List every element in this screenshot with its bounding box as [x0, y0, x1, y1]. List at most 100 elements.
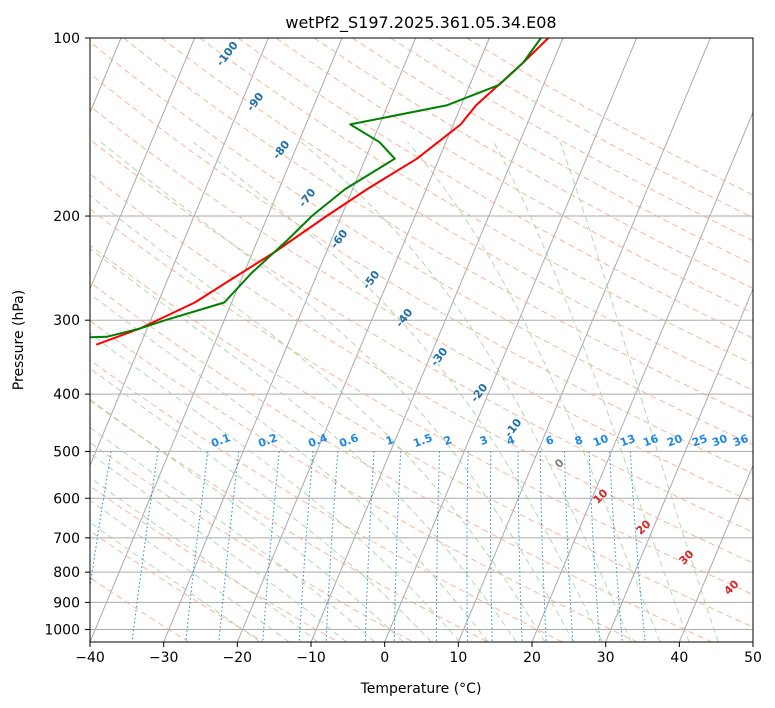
- profile-series: [90, 38, 549, 346]
- temperature-profile-line: [95, 38, 549, 346]
- mixing-ratio-label: 0.6: [337, 431, 360, 450]
- moist-adiabat-line: [90, 332, 461, 642]
- mixing-ratio-line: [490, 451, 493, 642]
- dewpoint-profile-line: [90, 38, 542, 339]
- x-tick-label: −20: [223, 650, 253, 666]
- mixing-ratio-line: [564, 451, 574, 642]
- mixing-ratio-line: [435, 451, 440, 642]
- isotherm-line: [90, 38, 269, 467]
- moist-adiabat-line: [407, 141, 661, 642]
- mixing-ratio-label: 2: [442, 433, 454, 448]
- dry-adiabat-line: [90, 530, 264, 642]
- x-tick-label: 40: [670, 650, 688, 666]
- x-tick-label: 50: [744, 650, 762, 666]
- mixing-ratio-line: [629, 451, 646, 642]
- y-tick-label: 600: [53, 491, 80, 507]
- dry-adiabat-line: [237, 38, 753, 339]
- mixing-ratio-label: 8: [573, 433, 585, 448]
- x-axis-label: Temperature (°C): [360, 681, 482, 697]
- moist-adiabat-line: [90, 247, 517, 642]
- moist-adiabat-line: [90, 452, 347, 642]
- mixing-ratio-line: [609, 451, 623, 642]
- dry-adiabat-line: [275, 38, 753, 314]
- moist-adiabat-line: [100, 141, 575, 642]
- x-tick-label: −10: [296, 650, 326, 666]
- moist-adiabat-line: [90, 367, 432, 642]
- mixing-ratio-line: [364, 451, 375, 642]
- mixing-ratio-line: [588, 451, 601, 642]
- moist-adiabat-line: [90, 477, 319, 642]
- mixing-ratio-label: 1.5: [411, 431, 434, 450]
- dry-adiabat-line: [90, 400, 488, 642]
- x-tick-label: −30: [149, 650, 179, 666]
- mixing-ratio-line: [218, 451, 240, 642]
- moist-adiabat-line: [493, 141, 690, 642]
- x-tick-label: 0: [380, 650, 389, 666]
- x-tick-label: −40: [75, 650, 105, 666]
- mixing-ratio-line: [393, 451, 402, 642]
- mixing-ratio-label: 36: [731, 432, 750, 450]
- dry-adiabat-line: [90, 281, 712, 642]
- y-tick-label: 500: [53, 444, 80, 460]
- y-tick-label: 700: [53, 531, 80, 547]
- dry-adiabat-line: [90, 244, 753, 628]
- mixing-ratio-label: 20: [665, 432, 684, 450]
- dry-adiabat-line: [90, 138, 753, 533]
- moist-adiabat-line: [559, 142, 719, 642]
- mixing-ratio-label: 0.1: [209, 431, 232, 450]
- y-tick-label: 900: [53, 595, 80, 611]
- dry-adiabat-line: [90, 442, 414, 642]
- isotherm-line: [90, 38, 343, 642]
- moist-adiabat-line: [300, 141, 632, 642]
- mixing-ratio-line: [131, 451, 159, 642]
- y-tick-label: 400: [53, 387, 80, 403]
- mixing-ratio-line: [466, 451, 469, 642]
- mixing-ratio-label: 4: [505, 433, 517, 448]
- isotherm-line: [605, 287, 753, 642]
- moist-adiabat-line: [193, 141, 603, 642]
- mixing-ratio-label: 10: [591, 432, 610, 450]
- mixing-ratio-label: 0.2: [256, 431, 279, 450]
- dry-adiabat-line: [313, 38, 753, 289]
- isotherm-line: [236, 38, 490, 642]
- mixing-ratio-label: 3: [478, 433, 490, 448]
- x-tick-label: 10: [449, 650, 467, 666]
- mixing-ratio-label: 6: [544, 433, 556, 448]
- mixing-ratio-line: [262, 451, 280, 642]
- mixing-ratio-line: [517, 451, 523, 642]
- dry-adiabat-line: [90, 208, 753, 596]
- dry-adiabat-line: [90, 72, 753, 474]
- mixing-ratio-line: [539, 451, 547, 642]
- y-axis-label: Pressure (hPa): [11, 290, 27, 390]
- axis-ticks: −40 −30 −20 −10 0 10 20 30 40 5010020030040050060…: [44, 31, 762, 666]
- mixing-ratio-line: [185, 451, 209, 642]
- y-tick-label: 800: [53, 565, 80, 581]
- plot-frame: [89, 37, 754, 643]
- mixing-ratio-label: 1: [384, 433, 396, 448]
- background-lines: [90, 38, 753, 642]
- moist-adiabat-line: [90, 293, 489, 642]
- chart-title: wetPf2_S197.2025.361.05.34.E08: [285, 13, 556, 33]
- moist-adiabat-line: [90, 426, 376, 642]
- dry-adiabat-line: [90, 173, 753, 564]
- y-tick-label: 300: [53, 313, 80, 329]
- isotherm-line: [90, 38, 196, 291]
- y-tick-label: 1000: [44, 622, 80, 638]
- isotherm-line: [457, 38, 711, 642]
- mixing-ratio-line: [298, 451, 314, 642]
- isotherm-line: [384, 38, 638, 642]
- dry-adiabat-line: [90, 359, 563, 642]
- mixing-ratio-label: 16: [641, 432, 660, 450]
- dry-adiabat-line: [90, 41, 753, 446]
- mixing-ratio-label: 25: [690, 432, 709, 449]
- moist-adiabat-line: [90, 194, 546, 642]
- dry-adiabat-line: [90, 105, 753, 503]
- isotherm-line: [678, 464, 753, 642]
- isotherm-line: [531, 111, 753, 642]
- x-tick-label: 20: [523, 650, 541, 666]
- y-tick-label: 200: [53, 209, 80, 225]
- mixing-ratio-label: 0.4: [306, 431, 329, 450]
- mixing-ratio-label: 13: [618, 432, 637, 449]
- mixing-ratio-line: [325, 451, 339, 642]
